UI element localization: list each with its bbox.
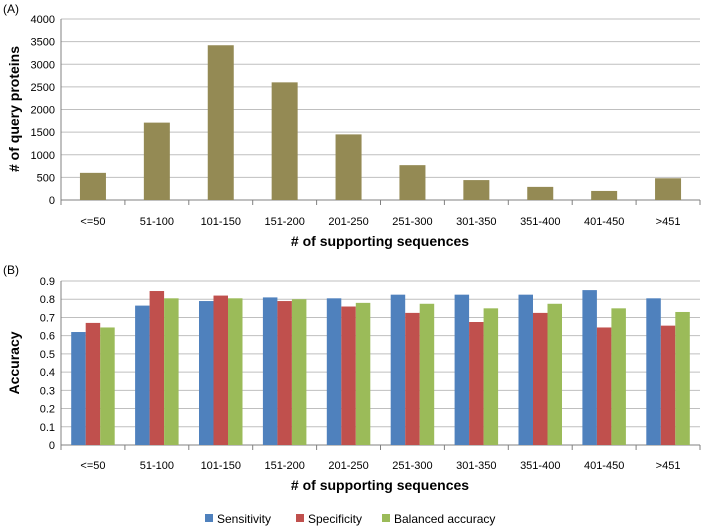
y-tick-label: 0.3	[40, 385, 55, 397]
x-tick-label: <=50	[80, 460, 105, 472]
legend-label: Specificity	[308, 512, 362, 526]
y-tick-label: 0.9	[40, 276, 55, 288]
bar-balanced-accuracy	[483, 308, 499, 445]
bar-sensitivity	[135, 305, 150, 445]
panel-a-query-proteins-chart: (A) # of query proteins # of supporting …	[3, 2, 701, 249]
y-tick-label: 2000	[31, 105, 55, 117]
bar-of-query-proteins	[335, 134, 362, 200]
bar-sensitivity	[71, 332, 86, 445]
bar-balanced-accuracy	[675, 311, 690, 445]
bar-specificity	[85, 322, 101, 445]
y-tick-label: 0.4	[40, 367, 55, 379]
y-tick-label: 3000	[31, 59, 55, 71]
y-tick-label: 0.1	[40, 422, 55, 434]
panel-b-accuracy-chart: (B) Accuracy # of supporting sequences S…	[3, 263, 701, 526]
x-tick-label: 401-450	[584, 216, 624, 228]
x-tick-label: 101-150	[201, 216, 241, 228]
y-tick-label: 0	[49, 440, 55, 452]
bar-sensitivity	[326, 298, 342, 445]
panel-b-legend: Sensitivity Specificity Balanced accuracy	[205, 512, 495, 526]
panel-b-y-axis-title: Accuracy	[6, 331, 22, 394]
x-tick-label: 51-100	[140, 460, 174, 472]
bar-balanced-accuracy	[611, 308, 626, 445]
x-tick-label: 351-400	[520, 460, 560, 472]
bar-balanced-accuracy	[419, 303, 435, 445]
x-tick-label: 201-250	[328, 460, 368, 472]
y-tick-label: 0.7	[40, 312, 55, 324]
bar-sensitivity	[199, 301, 214, 445]
bar-of-query-proteins	[399, 165, 426, 200]
bar-of-query-proteins	[79, 172, 106, 200]
x-tick-label: 201-250	[328, 216, 368, 228]
bar-balanced-accuracy	[100, 327, 115, 445]
bar-specificity	[533, 312, 548, 445]
y-tick-label: 1500	[31, 127, 55, 139]
bar-of-query-proteins	[207, 45, 234, 201]
bar-of-query-proteins	[655, 178, 682, 200]
bar-of-query-proteins	[271, 82, 298, 200]
bar-balanced-accuracy	[291, 299, 307, 445]
x-tick-label: 151-200	[264, 460, 304, 472]
legend-label: Sensitivity	[217, 512, 271, 526]
legend-swatch	[382, 514, 390, 522]
x-tick-label: 151-200	[264, 216, 304, 228]
y-tick-label: 4000	[31, 14, 55, 26]
x-tick-label: 301-350	[456, 216, 496, 228]
bar-of-query-proteins	[527, 186, 554, 200]
panel-b-x-axis-title: # of supporting sequences	[291, 477, 469, 493]
bar-sensitivity	[646, 298, 661, 445]
bar-specificity	[213, 295, 228, 445]
x-tick-label: 351-400	[520, 216, 560, 228]
panel-a-y-axis-title: # of query proteins	[6, 46, 22, 172]
panel-b-label: (B)	[3, 263, 19, 277]
x-tick-label: >451	[656, 216, 681, 228]
bar-sensitivity	[454, 294, 470, 445]
bar-of-query-proteins	[463, 180, 490, 200]
bar-specificity	[341, 306, 356, 445]
legend-swatch	[296, 514, 304, 522]
bar-specificity	[469, 322, 484, 445]
bar-balanced-accuracy	[355, 302, 371, 445]
x-tick-label: 301-350	[456, 460, 496, 472]
bar-sensitivity	[518, 294, 533, 445]
y-tick-label: 0.6	[40, 331, 55, 343]
bar-specificity	[405, 312, 420, 445]
bar-specificity	[596, 327, 612, 445]
x-tick-label: 251-300	[392, 216, 432, 228]
bar-of-query-proteins	[143, 122, 170, 200]
y-tick-label: 0	[49, 195, 55, 207]
panel-a-x-axis-title: # of supporting sequences	[291, 233, 469, 249]
bar-specificity	[660, 325, 676, 445]
x-tick-label: <=50	[80, 216, 105, 228]
y-tick-label: 0.2	[40, 404, 55, 416]
x-tick-label: >451	[656, 460, 681, 472]
y-tick-label: 2500	[31, 82, 55, 94]
y-tick-label: 1000	[31, 150, 55, 162]
y-tick-label: 0.8	[40, 294, 55, 306]
bar-sensitivity	[262, 297, 278, 445]
x-tick-label: 401-450	[584, 460, 624, 472]
bar-of-query-proteins	[591, 190, 618, 200]
bar-sensitivity	[582, 290, 597, 445]
legend-label: Balanced accuracy	[394, 512, 495, 526]
bar-specificity	[149, 291, 165, 445]
bar-sensitivity	[390, 294, 406, 445]
x-tick-label: 101-150	[201, 460, 241, 472]
y-tick-label: 0.5	[40, 349, 55, 361]
x-tick-label: 51-100	[140, 216, 174, 228]
y-tick-label: 500	[37, 172, 55, 184]
bar-balanced-accuracy	[164, 298, 179, 445]
y-tick-label: 3500	[31, 37, 55, 49]
x-tick-label: 251-300	[392, 460, 432, 472]
bar-balanced-accuracy	[228, 298, 243, 445]
panel-a-label: (A)	[3, 2, 19, 16]
bar-balanced-accuracy	[547, 303, 562, 445]
legend-swatch	[205, 514, 213, 522]
bar-specificity	[277, 301, 292, 445]
